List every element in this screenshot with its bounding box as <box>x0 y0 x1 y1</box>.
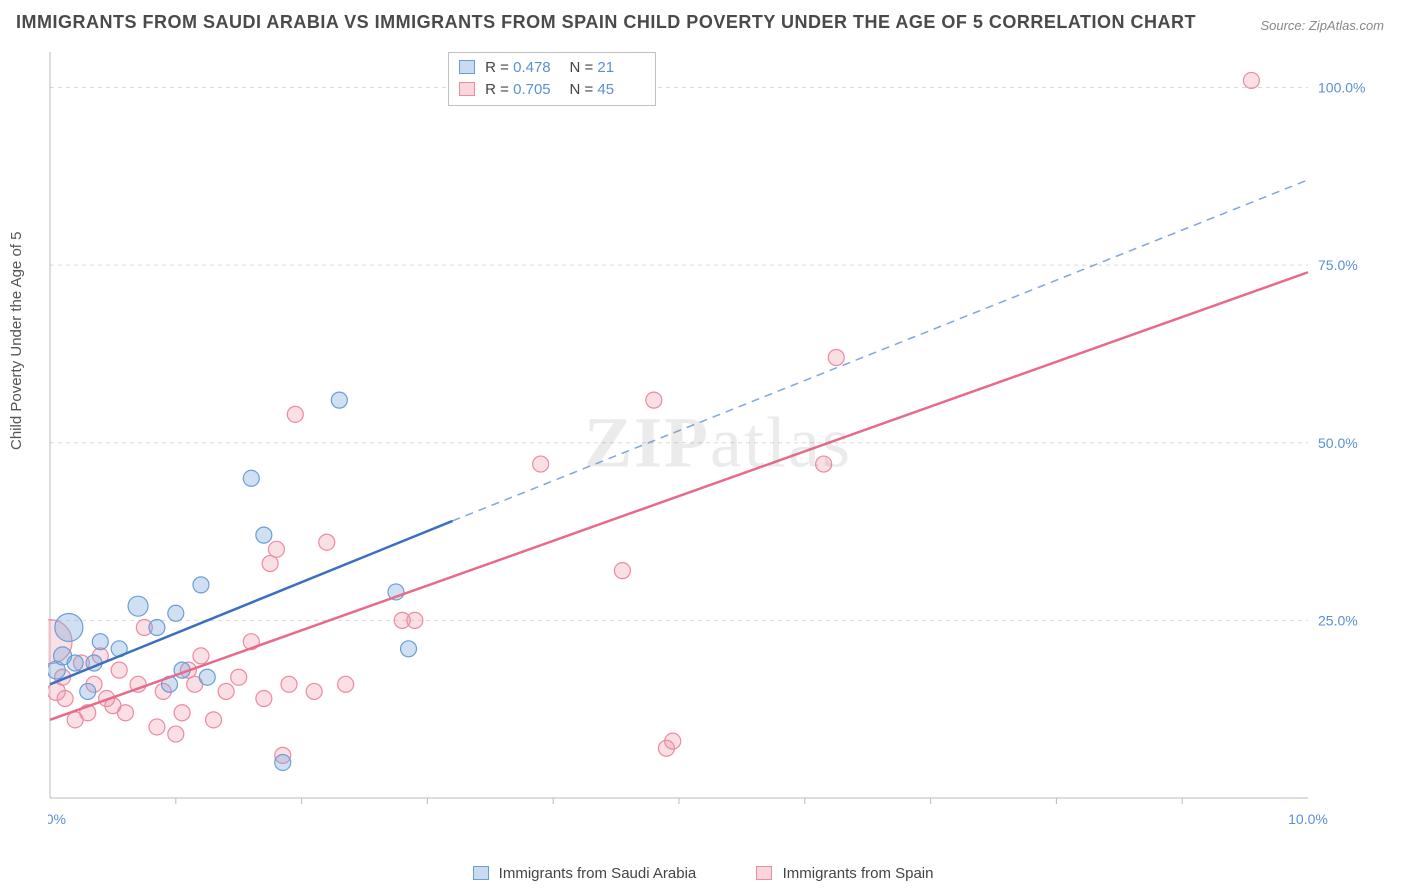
swatch-icon <box>473 866 489 880</box>
svg-text:0.0%: 0.0% <box>48 811 66 827</box>
svg-text:50.0%: 50.0% <box>1318 435 1358 451</box>
swatch-icon <box>459 60 475 74</box>
swatch-icon <box>756 866 772 880</box>
legend-item: Immigrants from Saudi Arabia <box>473 865 701 882</box>
chart-area: 25.0%50.0%75.0%100.0%0.0%10.0% ZIPatlas … <box>48 48 1388 838</box>
svg-text:10.0%: 10.0% <box>1288 811 1328 827</box>
legend-item: Immigrants from Spain <box>756 865 933 882</box>
source-attribution: Source: ZipAtlas.com <box>1260 18 1384 33</box>
svg-text:100.0%: 100.0% <box>1318 80 1365 96</box>
legend-row: R = 0.478 N = 21 <box>459 57 645 79</box>
correlation-legend: R = 0.478 N = 21 R = 0.705 N = 45 <box>448 52 656 106</box>
svg-text:25.0%: 25.0% <box>1318 612 1358 628</box>
swatch-icon <box>459 82 475 96</box>
scatter-chart-svg: 25.0% 50.0% 75.0% 100.0% 0.0% 10.0% <box>48 48 1388 838</box>
y-axis-label: Child Poverty Under the Age of 5 <box>8 232 25 450</box>
legend-row: R = 0.705 N = 45 <box>459 79 645 101</box>
chart-title: IMMIGRANTS FROM SAUDI ARABIA VS IMMIGRAN… <box>16 12 1196 33</box>
svg-text:75.0%: 75.0% <box>1318 257 1358 273</box>
series-legend: Immigrants from Saudi Arabia Immigrants … <box>0 865 1406 882</box>
